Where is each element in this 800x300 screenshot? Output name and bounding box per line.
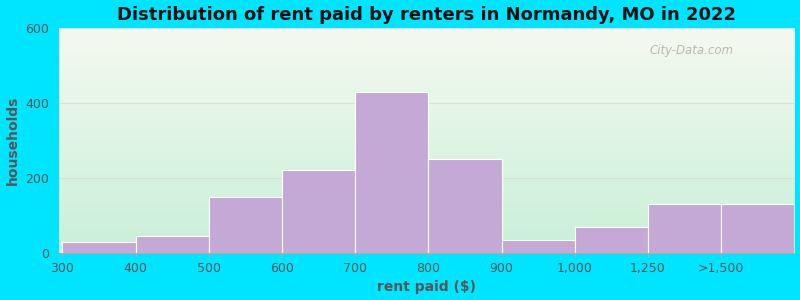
Bar	[722, 204, 794, 253]
X-axis label: rent paid ($): rent paid ($)	[377, 280, 476, 294]
Title: Distribution of rent paid by renters in Normandy, MO in 2022: Distribution of rent paid by renters in …	[117, 6, 736, 24]
Bar	[209, 196, 282, 253]
Bar	[502, 240, 575, 253]
Bar	[648, 204, 722, 253]
Bar	[575, 226, 648, 253]
Y-axis label: households: households	[6, 96, 19, 185]
Bar	[429, 159, 502, 253]
Bar	[62, 242, 135, 253]
Text: City-Data.com: City-Data.com	[650, 44, 734, 57]
Bar	[355, 92, 429, 253]
Bar	[282, 170, 355, 253]
Bar	[135, 236, 209, 253]
